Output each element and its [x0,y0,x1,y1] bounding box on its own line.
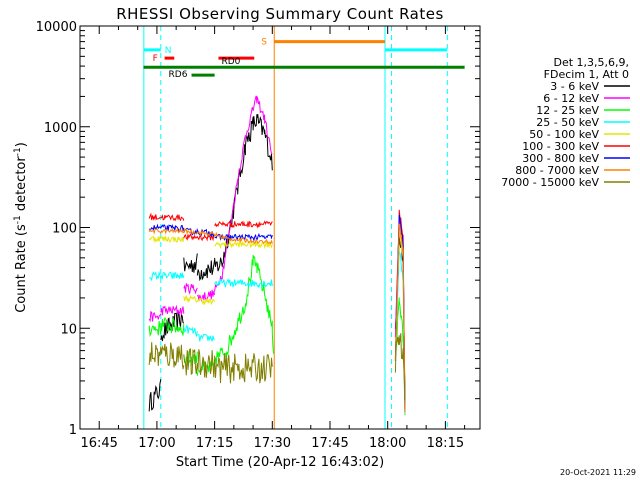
x-tick-label-4: 17:45 [311,436,348,451]
series-6 [148,214,406,413]
series-0-segment-3 [196,259,216,282]
legend-label-8: 7000 - 15000 keV [501,176,599,189]
series-1-segment-1 [160,304,185,316]
legend-label-0: 3 - 6 keV [550,80,599,93]
series-3-segment-3 [196,333,215,342]
series-2-segment-5 [394,297,406,416]
x-tick-label-2: 17:15 [196,436,233,451]
x-tick-label-6: 18:15 [427,436,464,451]
series-1-segment-2 [183,283,198,296]
series-4-segment-2 [214,239,273,250]
legend-label-2: 12 - 25 keV [536,104,599,117]
series-2 [148,254,406,416]
legend-label-5: 100 - 300 keV [522,140,599,153]
y-axis: 1 10 100 1000 10000 [36,20,480,438]
series-3-segment-4 [214,278,273,289]
x-axis-label: Start Time (20-Apr-12 16:43:02) [176,455,384,470]
x-tick-label-0: 16:45 [80,436,117,451]
series-3-segment-2 [183,325,198,338]
series-4 [148,230,406,413]
state-label-rd0: RD0 [221,57,240,67]
legend-label-3: 25 - 50 keV [536,116,599,129]
series-7 [148,223,406,413]
legend: Det 1,3,5,6,9,FDecim 1, Att 03 - 6 keV6 … [501,56,630,189]
series-1-segment-0 [148,310,162,323]
state-label-rd6: RD6 [169,70,188,80]
series-8-segment-1 [183,348,216,378]
series-lines [148,95,406,416]
y-tick-label-2: 100 [52,222,77,237]
plot-frame [79,25,481,430]
series-5-segment-0 [148,212,185,222]
x-axis: 16:45 17:00 17:15 17:30 17:45 18:00 18:15 [80,26,466,451]
y-tick-label-0: 1 [69,423,77,438]
series-3 [149,246,406,415]
legend-label-7: 800 - 7000 keV [515,164,599,177]
legend-header-0: Det 1,3,5,6,9, [553,56,629,69]
state-bars: NF RD0 S RD6 [143,38,465,80]
series-4-segment-1 [183,294,216,306]
series-3-segment-1 [160,271,185,280]
series-2-segment-0 [148,320,162,338]
y-tick-label-4: 10000 [36,20,77,35]
plot-area [143,26,448,429]
series-5 [148,209,406,409]
x-tick-label-3: 17:30 [254,436,291,451]
series-8-segment-2 [214,353,273,384]
series-0-segment-4 [214,114,273,272]
series-8-segment-0 [148,342,185,370]
x-tick-label-5: 18:00 [369,436,406,451]
series-2-segment-4 [214,254,274,365]
legend-label-1: 6 - 12 keV [543,92,599,105]
series-7-segment-1 [394,223,406,413]
state-label-s: S [261,38,267,48]
legend-label-4: 50 - 100 keV [529,128,599,141]
series-5-segment-2 [214,220,273,229]
series-3-segment-0 [149,270,162,282]
legend-header-1: FDecim 1, Att 0 [544,68,629,81]
footer-date: 20-Oct-2021 11:29 [560,468,636,477]
chart-title: RHESSI Observing Summary Count Rates [116,5,444,23]
x-tick-label-1: 17:00 [138,436,175,451]
series-1-segment-4 [214,95,273,292]
series-8 [148,333,406,401]
y-tick-label-3: 1000 [44,121,77,136]
series-0-segment-2 [183,253,198,273]
series-2-segment-1 [160,316,185,336]
state-label-f: F [153,54,158,64]
legend-label-6: 300 - 800 keV [522,152,599,165]
series-0-segment-0 [148,379,162,412]
y-tick-label-1: 10 [60,322,77,337]
state-label-n: N [165,46,172,56]
series-4-segment-0 [148,235,185,243]
series-8-segment-3 [394,333,406,401]
series-7-segment-0 [148,227,273,245]
y-axis-label: Count Rate (s-1 detector-1) [13,142,29,313]
